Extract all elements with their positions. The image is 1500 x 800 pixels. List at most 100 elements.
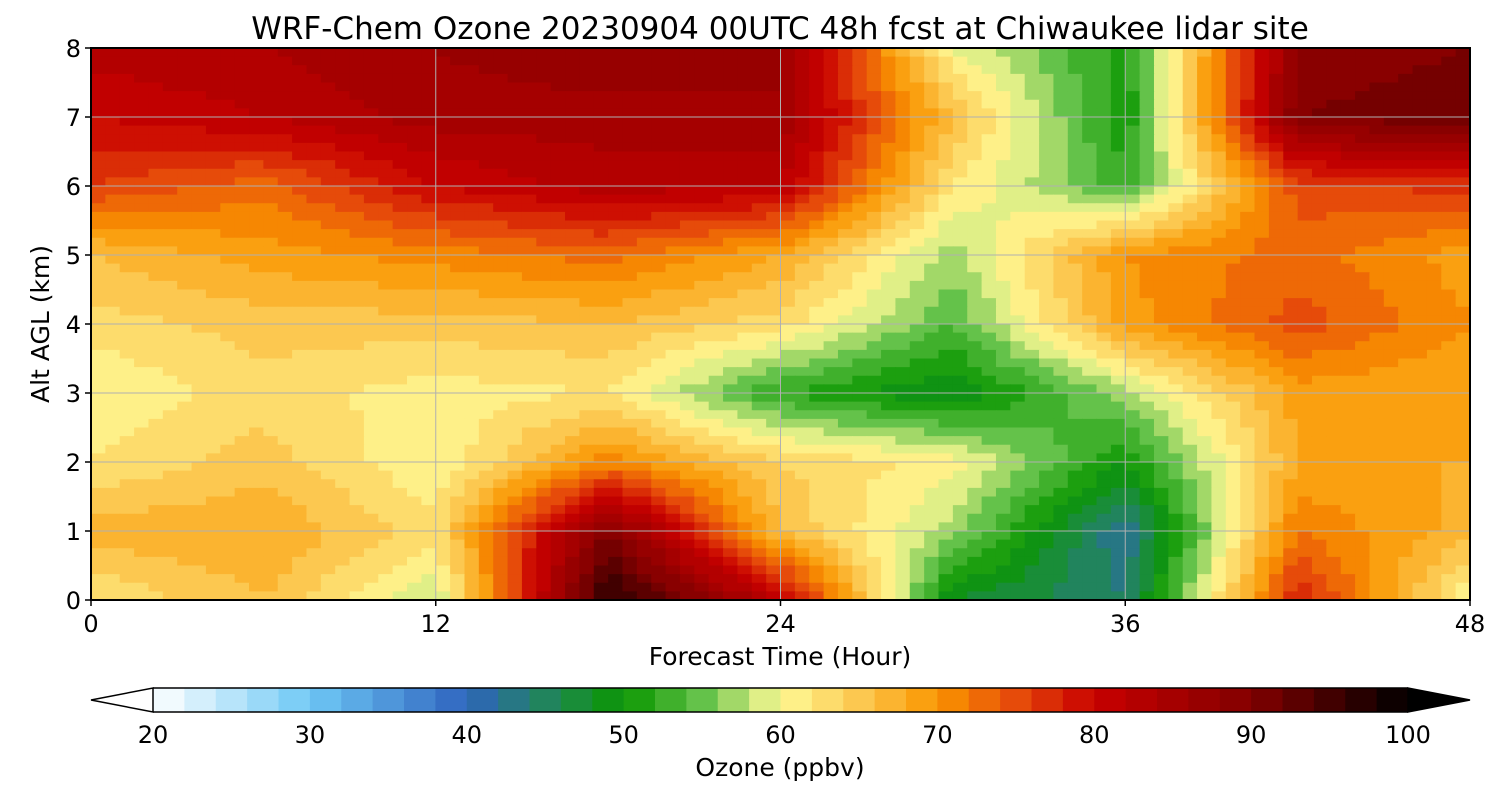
contour-cell [909,229,925,239]
contour-cell [1398,246,1414,256]
contour-cell [1039,48,1055,58]
contour-cell [392,65,408,75]
contour-cell [148,168,164,178]
contour-cell [952,427,968,437]
contour-cell [521,186,537,196]
contour-cell [1168,65,1184,75]
contour-cell [1053,220,1069,230]
contour-cell [593,229,609,239]
contour-cell [536,401,552,411]
contour-cell [565,280,580,291]
contour-cell [205,246,221,256]
contour-cell [435,393,451,403]
contour-cell [1398,436,1414,446]
contour-cell [1311,375,1327,385]
contour-cell [1355,289,1371,299]
contour-cell [608,56,624,66]
contour-cell [1426,444,1442,454]
contour-cell [723,332,738,342]
contour-cell [593,263,609,273]
contour-cell [1383,358,1399,368]
contour-cell [1240,462,1256,472]
contour-cell [938,186,954,196]
contour-cell [1254,289,1270,299]
contour-cell [809,168,825,178]
contour-cell [952,332,968,342]
contour-cell [450,487,466,498]
contour-cell [622,349,638,360]
contour-cell [1010,289,1026,299]
contour-cell [277,255,293,265]
contour-cell [1010,194,1026,204]
contour-cell [335,384,351,394]
contour-cell [780,211,796,222]
contour-cell [723,289,738,299]
contour-cell [148,384,164,394]
contour-cell [723,401,738,411]
contour-cell [1398,427,1414,437]
contour-cell [335,324,351,334]
contour-cell [708,272,724,282]
contour-cell [1254,436,1270,446]
contour-cell [651,211,667,222]
contour-cell [363,470,379,480]
contour-cell [1096,332,1112,342]
contour-cell [1082,91,1098,101]
contour-cell [981,332,997,342]
contour-cell [837,160,853,170]
contour-cell [679,306,695,316]
contour-cell [665,315,681,325]
contour-cell [249,237,264,247]
contour-cell [407,436,422,446]
contour-cell [708,82,724,92]
contour-cell [220,134,236,144]
contour-cell [579,367,595,377]
contour-cell [550,306,566,316]
contour-cell [1297,367,1313,377]
contour-cell [464,255,480,265]
contour-cell [277,367,293,377]
contour-cell [1311,436,1327,446]
contour-cell [1455,48,1471,58]
contour-cell [220,168,236,178]
contour-cell [378,418,394,429]
contour-cell [464,151,480,161]
contour-cell [1383,125,1399,135]
contour-cell [837,142,853,153]
contour-cell [177,306,193,316]
contour-cell [1082,375,1098,385]
contour-cell [780,358,796,368]
contour-cell [1039,436,1055,446]
contour-cell [349,479,365,489]
contour-cell [1053,229,1069,239]
contour-cell [608,203,624,213]
contour-cell [306,177,322,187]
contour-cell [134,220,150,230]
contour-cell [1125,375,1141,385]
contour-cell [1153,462,1169,472]
contour-cell [895,73,911,84]
contour-cell [1340,177,1356,187]
contour-cell [1182,367,1198,377]
contour-cell [450,48,466,58]
contour-cell [1225,436,1241,446]
contour-cell [622,401,638,411]
contour-cell [636,410,652,420]
contour-cell [780,393,796,403]
contour-cell [1240,324,1256,334]
contour-cell [421,289,437,299]
contour-cell [751,324,767,334]
contour-cell [1010,427,1026,437]
contour-cell [1369,56,1385,66]
contour-cell [1024,194,1040,204]
contour-cell [1369,125,1385,135]
contour-cell [1355,410,1371,420]
contour-cell [1254,470,1270,480]
contour-cell [1110,168,1126,178]
contour-cell [263,298,279,308]
contour-cell [1039,349,1055,360]
contour-cell [809,341,825,351]
contour-cell [1369,48,1385,58]
contour-cell [1153,108,1169,118]
contour-cell [636,487,652,498]
